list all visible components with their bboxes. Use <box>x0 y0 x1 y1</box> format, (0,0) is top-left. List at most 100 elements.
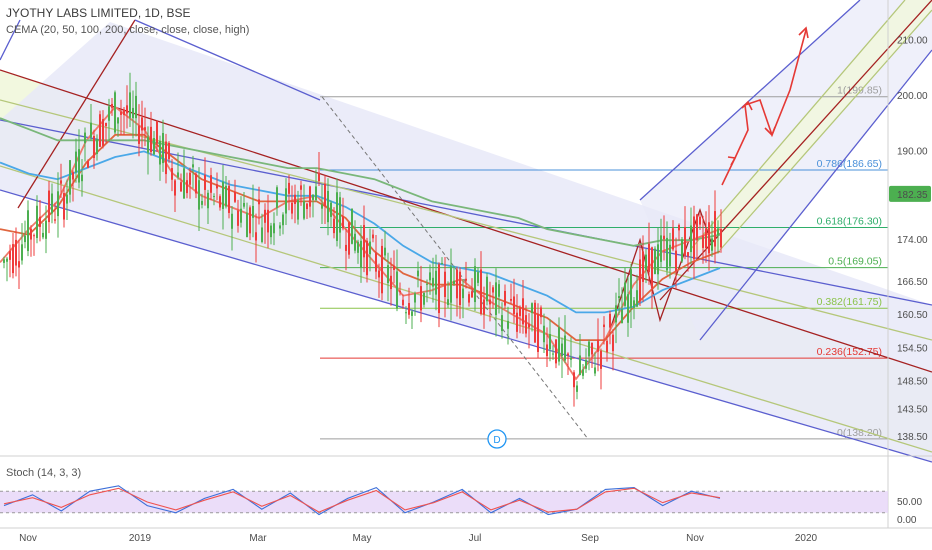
candle-body[interactable] <box>69 160 71 195</box>
candle-body[interactable] <box>420 286 422 311</box>
candle-body[interactable] <box>435 270 437 295</box>
candle-body[interactable] <box>258 199 260 205</box>
candle-body[interactable] <box>234 191 236 202</box>
ascending-channel-line[interactable] <box>719 9 932 251</box>
candle-body[interactable] <box>672 228 674 250</box>
candle-body[interactable] <box>597 339 599 352</box>
candle-body[interactable] <box>15 239 17 266</box>
candle-body[interactable] <box>243 202 245 207</box>
indicator-legend[interactable]: CEMA (20, 50, 100, 200, close, close, cl… <box>6 24 250 36</box>
candle-body[interactable] <box>48 190 50 223</box>
candle-body[interactable] <box>144 127 146 131</box>
candle-body[interactable] <box>675 250 677 271</box>
candle-body[interactable] <box>465 278 467 281</box>
candle-body[interactable] <box>567 353 569 356</box>
candle-body[interactable] <box>393 265 395 270</box>
candle-body[interactable] <box>687 252 689 257</box>
dividend-marker[interactable] <box>487 429 507 449</box>
candle-body[interactable] <box>138 125 140 144</box>
candle-body[interactable] <box>156 121 158 144</box>
candle-body[interactable] <box>147 136 149 153</box>
candle-body[interactable] <box>132 107 134 119</box>
candle-body[interactable] <box>612 334 614 352</box>
ema50-line[interactable] <box>0 133 721 342</box>
candle-body[interactable] <box>306 203 308 210</box>
candle-body[interactable] <box>204 174 206 190</box>
candle-body[interactable] <box>84 132 86 144</box>
candle-body[interactable] <box>645 254 647 270</box>
candle-body[interactable] <box>396 271 398 309</box>
candle-body[interactable] <box>690 225 692 253</box>
candle-body[interactable] <box>483 299 485 315</box>
candle-body[interactable] <box>171 168 173 180</box>
candle-body[interactable] <box>498 284 500 297</box>
ascending-channel-line[interactable] <box>689 0 906 251</box>
candle-body[interactable] <box>75 151 77 173</box>
ema100-line[interactable] <box>0 150 721 314</box>
candle-body[interactable] <box>339 197 341 233</box>
candle-body[interactable] <box>381 245 383 294</box>
fib-trend-line[interactable] <box>321 96 589 440</box>
candle-body[interactable] <box>279 225 281 229</box>
candle-body[interactable] <box>312 194 314 200</box>
candle-body[interactable] <box>513 296 515 315</box>
candle-body[interactable] <box>117 117 119 124</box>
candle-body[interactable] <box>273 223 275 234</box>
candle-body[interactable] <box>222 181 224 209</box>
ascending-channel-line[interactable] <box>699 49 932 341</box>
ascending-channel-line[interactable] <box>639 0 861 201</box>
candle-body[interactable] <box>267 209 269 233</box>
pitchfork-lower-line[interactable] <box>0 165 932 453</box>
candle-body[interactable] <box>252 205 254 218</box>
candle-body[interactable] <box>165 141 167 175</box>
candle-body[interactable] <box>507 320 509 329</box>
candle-body[interactable] <box>519 307 521 316</box>
candle-body[interactable] <box>66 194 68 204</box>
candle-body[interactable] <box>606 340 608 353</box>
candle-body[interactable] <box>609 313 611 328</box>
candle-body[interactable] <box>45 220 47 239</box>
candle-body[interactable] <box>492 287 494 293</box>
candle-body[interactable] <box>699 216 701 225</box>
candle-body[interactable] <box>375 252 377 272</box>
candle-body[interactable] <box>678 225 680 231</box>
candle-body[interactable] <box>570 357 572 360</box>
candle-body[interactable] <box>231 213 233 229</box>
candle-body[interactable] <box>189 172 191 185</box>
candle-body[interactable] <box>102 119 104 146</box>
candle-body[interactable] <box>429 272 431 281</box>
candle-body[interactable] <box>207 192 209 209</box>
candle-body[interactable] <box>30 228 32 240</box>
candle-body[interactable] <box>660 235 662 262</box>
candle-body[interactable] <box>351 208 353 244</box>
candle-body[interactable] <box>129 92 131 118</box>
candle-body[interactable] <box>135 95 137 119</box>
candle-body[interactable] <box>693 216 695 260</box>
projection-arrow-path[interactable] <box>721 29 807 186</box>
candle-body[interactable] <box>297 200 299 220</box>
candle-body[interactable] <box>618 296 620 298</box>
candle-body[interactable] <box>537 313 539 352</box>
candle-body[interactable] <box>633 300 635 308</box>
candle-body[interactable] <box>621 309 623 324</box>
candle-body[interactable] <box>456 269 458 299</box>
candle-body[interactable] <box>126 105 128 114</box>
candle-body[interactable] <box>654 248 656 274</box>
channel-top-segment[interactable] <box>134 19 321 101</box>
candle-body[interactable] <box>636 290 638 307</box>
candle-body[interactable] <box>615 305 617 323</box>
candle-body[interactable] <box>525 315 527 334</box>
candle-body[interactable] <box>198 180 200 210</box>
candle-body[interactable] <box>666 237 668 271</box>
stoch-d-line[interactable] <box>3 487 721 513</box>
candle-body[interactable] <box>555 339 557 364</box>
candle-body[interactable] <box>318 172 320 181</box>
candle-body[interactable] <box>63 193 65 220</box>
candle-body[interactable] <box>501 315 503 332</box>
candle-body[interactable] <box>342 216 344 229</box>
candle-body[interactable] <box>288 182 290 194</box>
stoch-k-line[interactable] <box>3 485 721 516</box>
candle-body[interactable] <box>468 294 470 303</box>
candle-body[interactable] <box>531 303 533 314</box>
